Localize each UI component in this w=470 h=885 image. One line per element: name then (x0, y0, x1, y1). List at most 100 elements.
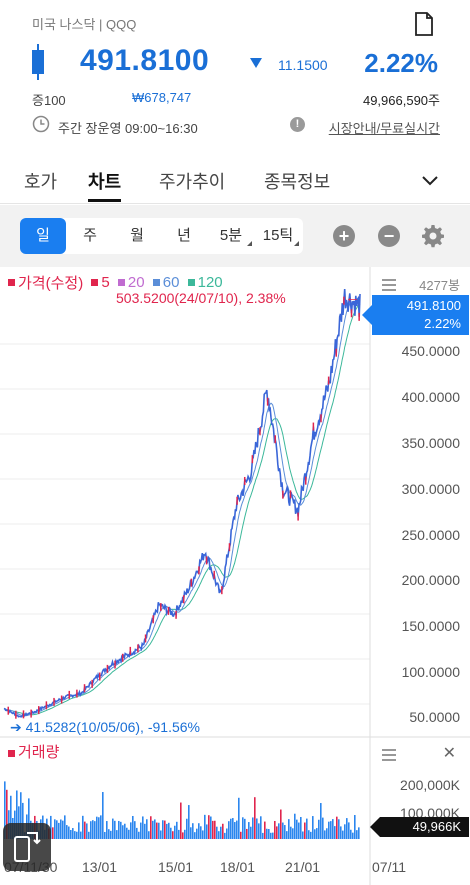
volume-bar (296, 819, 298, 839)
volume-bar (156, 822, 158, 839)
volume-bar (132, 815, 134, 839)
volume-bar (136, 827, 138, 839)
volume-bar (58, 822, 60, 839)
tab-stock-info[interactable]: 종목정보 (264, 172, 331, 192)
volume-bar (290, 826, 292, 839)
volume-bar (102, 792, 104, 839)
volume-bar (20, 792, 22, 839)
chart-legend: 가격(수정) 5 20 60 120 (8, 272, 223, 293)
volume-bar (100, 815, 102, 839)
volume-bar (202, 830, 204, 839)
volume-bar (350, 829, 352, 839)
rotate-screen-button[interactable] (3, 823, 51, 871)
volume-bar (96, 816, 98, 839)
chart-area[interactable]: 가격(수정) 5 20 60 120 503.5200(24/07/10), 2… (0, 267, 470, 885)
price-tag-pct: 2.22% (424, 316, 461, 331)
volume-bar (18, 806, 20, 839)
volume-bar (162, 820, 164, 839)
volume-bar (64, 815, 66, 839)
close-icon[interactable]: ✕ (442, 745, 456, 762)
volume-bar (106, 821, 108, 839)
volume-bar (330, 821, 332, 839)
volume-bar (294, 813, 296, 839)
volume-bar (336, 816, 338, 839)
volume-bar (60, 819, 62, 839)
volume-bar (50, 815, 52, 839)
volume-bar (166, 823, 168, 839)
period-month[interactable]: 월 (130, 227, 144, 244)
y-axis-label: 250.0000 (401, 527, 460, 543)
volume-bar (226, 828, 228, 839)
volume-bar (234, 822, 236, 839)
zoom-in-button[interactable]: + (333, 225, 355, 247)
volume-bar (190, 827, 192, 839)
period-day[interactable]: 일 (20, 218, 66, 254)
period-year[interactable]: 년 (177, 227, 191, 244)
volume-bar (334, 826, 336, 839)
quote-header: 미국 나스닥 | QQQ 491.8100 11.1500 2.22% 증100… (0, 0, 470, 150)
menu-icon[interactable] (382, 749, 396, 761)
legend-ma120-swatch (187, 279, 195, 286)
volume-bar (212, 820, 214, 839)
chevron-down-icon[interactable] (420, 170, 440, 190)
volume-bar (340, 826, 342, 839)
period-week[interactable]: 주 (83, 227, 97, 244)
volume-bar (302, 831, 304, 839)
high-price-label: 503.5200(24/07/10), 2.38% (116, 290, 286, 306)
volume-bar (318, 819, 320, 839)
volume-bar (138, 831, 140, 839)
y-axis-label: 400.0000 (401, 389, 460, 405)
volume-bar (144, 823, 146, 839)
tab-chart[interactable]: 차트 (88, 168, 122, 202)
volume-bar (358, 827, 360, 839)
volume-bar (80, 831, 82, 839)
price-chart[interactable] (0, 267, 470, 885)
volume-bar (112, 818, 114, 839)
chart-toolbar: 일 주 월 년 5분 15틱 + − (0, 205, 470, 267)
volume-bar (150, 816, 152, 839)
volume-bar (198, 823, 200, 839)
volume-bar (92, 820, 94, 839)
corner-triangle-icon (294, 241, 299, 246)
volume-bar (154, 819, 156, 839)
volume-bar (306, 818, 308, 839)
low-price-label: ➔ 41.5282(10/05/06), -91.56% (10, 719, 200, 736)
volume-title-text: 거래량 (18, 744, 60, 761)
volume-bar (176, 821, 178, 839)
period-5min[interactable]: 5분 (208, 218, 254, 254)
volume-bar (194, 832, 196, 839)
volume-bar (312, 816, 314, 839)
menu-icon[interactable] (382, 279, 396, 291)
left-arrow-icon: ← (345, 289, 360, 306)
volume-bar (10, 795, 12, 839)
y-axis-label: 100.0000 (401, 664, 460, 680)
document-icon[interactable] (414, 12, 434, 36)
session-hours: 주간 장운영 09:00~16:30 (58, 121, 198, 136)
volume-bar (316, 828, 318, 839)
tab-bar: 호가 차트 주가추이 종목정보 (0, 160, 470, 204)
volume-bar (140, 822, 142, 839)
volume-bar (146, 819, 148, 839)
rotate-phone-icon (14, 832, 41, 862)
volume-bar (116, 830, 118, 839)
volume-bar (126, 827, 128, 839)
krw-price: ₩678,747 (132, 90, 192, 105)
tab-orderbook[interactable]: 호가 (24, 172, 58, 192)
price-tag-value: 491.8100 (406, 298, 461, 313)
market-info-link[interactable]: 시장안내/무료실시간 (328, 121, 440, 136)
legend-ma20-swatch (117, 279, 125, 286)
low-price-text: 41.5282(10/05/06), -91.56% (25, 719, 200, 735)
tab-price-trend[interactable]: 주가추이 (159, 172, 226, 192)
volume-bar (216, 826, 218, 839)
volume-bar (208, 815, 210, 839)
price-change: 11.1500 (278, 57, 328, 73)
ma60-line (3, 301, 361, 717)
zoom-out-button[interactable]: − (378, 225, 400, 247)
period-15tick[interactable]: 15틱 (255, 218, 301, 254)
volume-bar (118, 820, 120, 839)
volume-bar (222, 823, 224, 839)
volume-bar (196, 828, 198, 839)
volume-bar (254, 797, 256, 839)
gear-icon[interactable] (421, 224, 445, 248)
volume-bar (338, 819, 340, 839)
